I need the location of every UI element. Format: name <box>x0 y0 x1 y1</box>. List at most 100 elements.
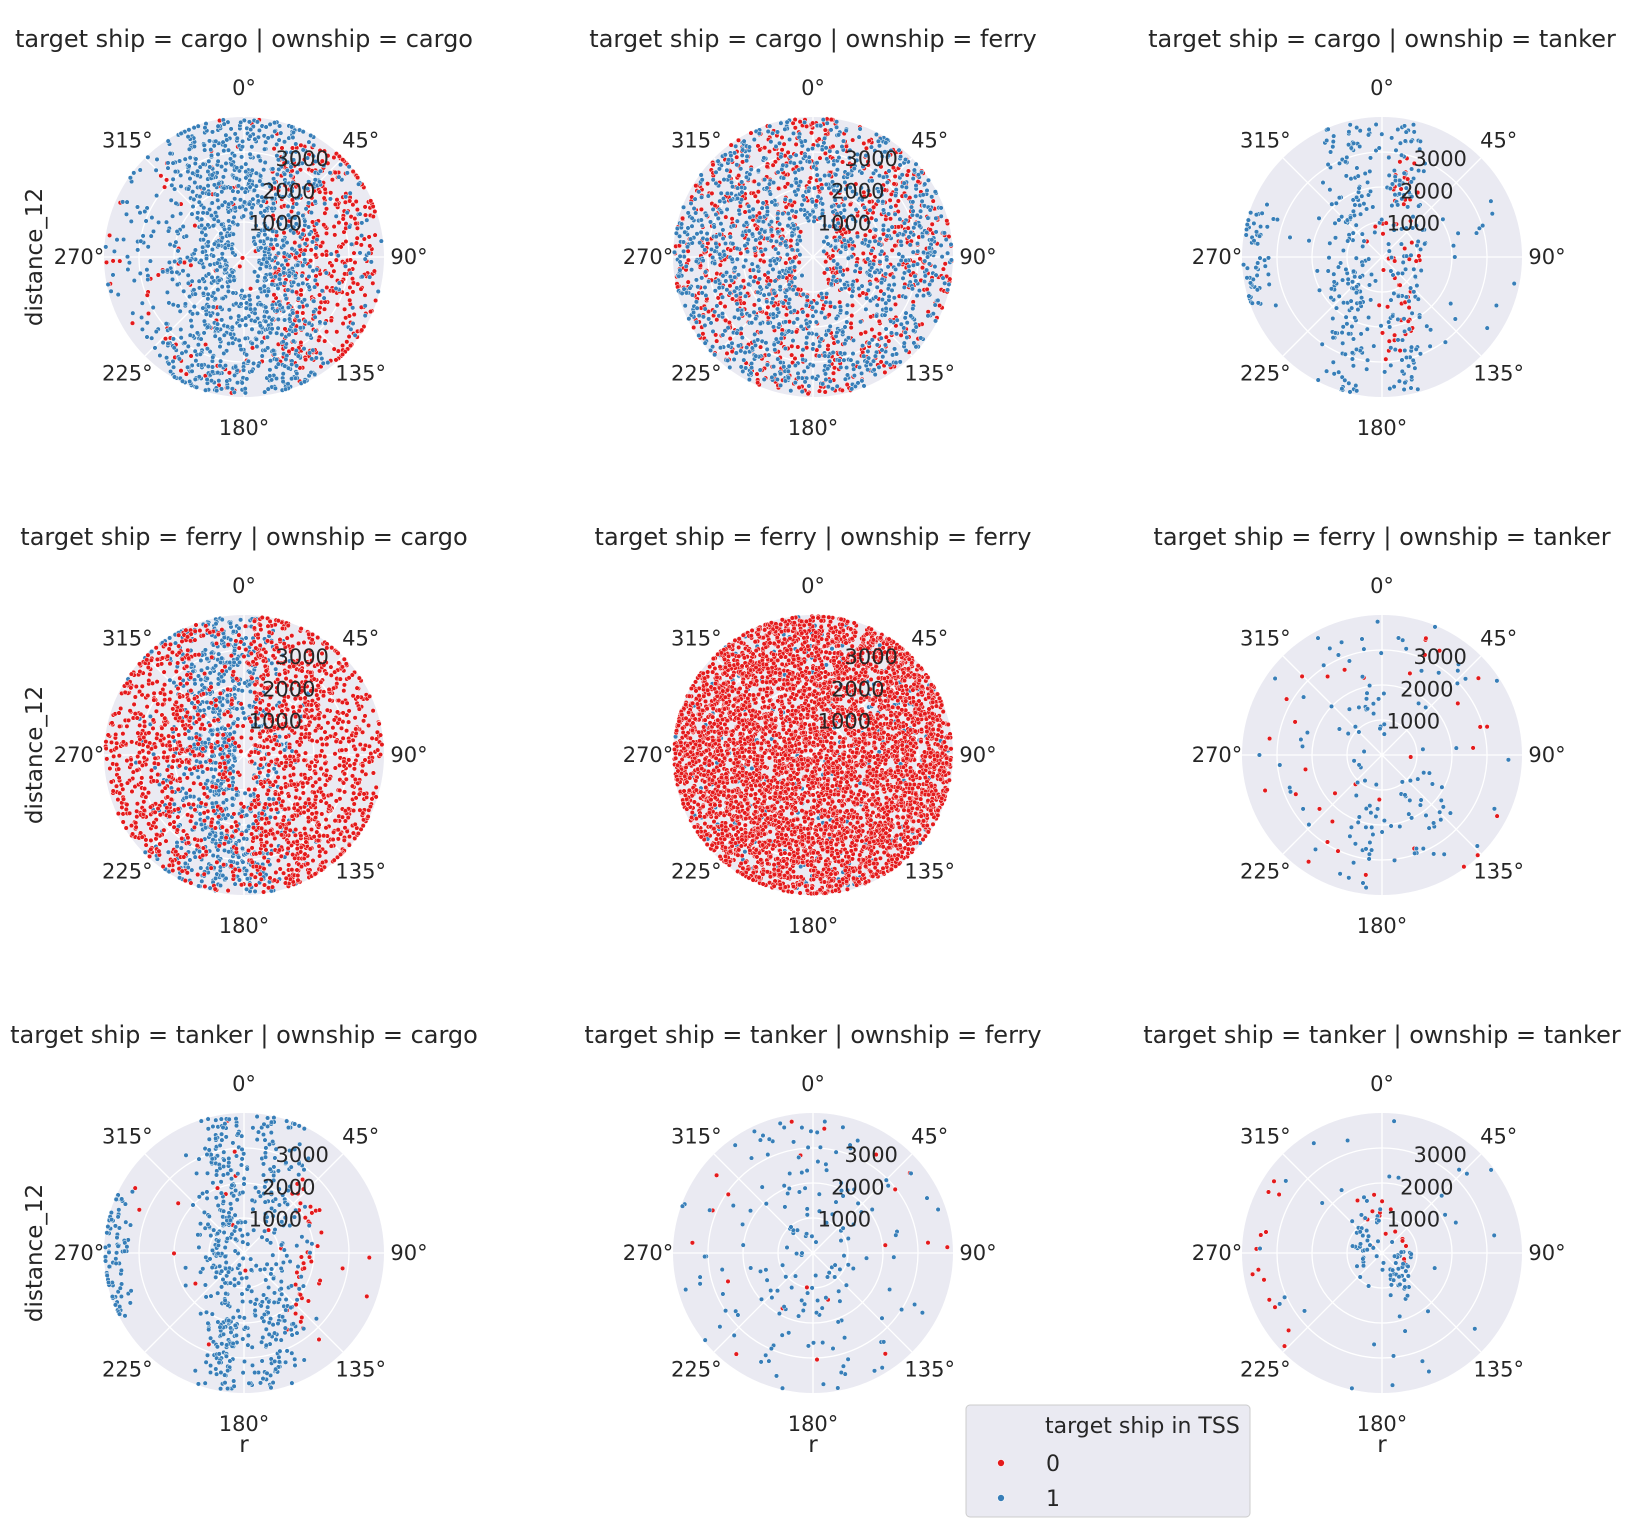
scatter-point-hue-1 <box>828 127 834 133</box>
scatter-point-hue-1 <box>733 143 739 149</box>
scatter-point-hue-1 <box>359 233 365 239</box>
theta-tick-label: 180° <box>219 416 270 440</box>
scatter-point-hue-0 <box>751 302 757 308</box>
scatter-point-hue-1 <box>219 202 225 208</box>
scatter-point-hue-1 <box>178 183 184 189</box>
scatter-point-hue-1 <box>922 181 928 187</box>
scatter-point-hue-1 <box>140 233 146 239</box>
scatter-point-hue-1 <box>231 729 237 735</box>
scatter-point-hue-1 <box>877 236 883 242</box>
scatter-point-hue-1 <box>230 775 236 781</box>
scatter-point-hue-1 <box>307 350 313 356</box>
scatter-point-hue-1 <box>1387 324 1393 330</box>
scatter-point-hue-1 <box>722 240 729 247</box>
scatter-point-hue-1 <box>890 274 897 280</box>
scatter-point-hue-1 <box>749 320 755 326</box>
scatter-point-hue-1 <box>775 210 781 216</box>
scatter-point-hue-0 <box>192 223 198 229</box>
scatter-point-hue-0 <box>797 119 803 125</box>
scatter-point-hue-1 <box>165 165 171 171</box>
scatter-point-hue-1 <box>891 295 897 301</box>
scatter-point-hue-1 <box>262 159 268 166</box>
scatter-point-hue-1 <box>220 295 226 301</box>
scatter-point-hue-1 <box>921 279 928 285</box>
scatter-point-hue-1 <box>778 359 784 365</box>
scatter-point-hue-1 <box>782 196 788 202</box>
scatter-point-hue-1 <box>295 353 301 359</box>
scatter-point-hue-1 <box>375 288 381 295</box>
scatter-point-hue-1 <box>1332 220 1338 226</box>
scatter-point-hue-1 <box>913 278 919 284</box>
scatter-point-hue-1 <box>228 126 234 132</box>
scatter-point-hue-1 <box>1253 229 1260 235</box>
scatter-point-hue-0 <box>344 291 350 297</box>
scatter-point-hue-1 <box>1352 274 1358 280</box>
scatter-point-hue-1 <box>196 374 202 380</box>
scatter-point-hue-1 <box>249 144 255 150</box>
scatter-point-hue-1 <box>715 158 721 164</box>
scatter-point-hue-1 <box>757 214 763 221</box>
scatter-point-hue-1 <box>1406 298 1412 304</box>
scatter-point-hue-1 <box>208 147 214 153</box>
scatter-point-hue-1 <box>199 878 205 884</box>
scatter-point-hue-1 <box>838 249 844 255</box>
scatter-point-hue-1 <box>932 264 938 270</box>
scatter-point-hue-0 <box>895 224 902 230</box>
scatter-point-hue-1 <box>793 180 799 186</box>
scatter-point-hue-1 <box>896 262 902 268</box>
scatter-point-hue-0 <box>680 215 686 221</box>
scatter-point-hue-1 <box>185 169 191 175</box>
scatter-point-hue-0 <box>888 191 894 197</box>
scatter-point-hue-1 <box>849 246 855 252</box>
scatter-point-hue-1 <box>1401 170 1407 176</box>
scatter-point-hue-1 <box>831 274 837 280</box>
scatter-point-hue-1 <box>1387 185 1393 192</box>
scatter-point-hue-1 <box>901 340 907 346</box>
scatter-point-hue-1 <box>686 316 692 322</box>
scatter-point-hue-1 <box>878 335 884 341</box>
scatter-point-hue-1 <box>186 127 192 133</box>
scatter-point-hue-1 <box>153 329 159 335</box>
scatter-point-hue-1 <box>688 200 694 206</box>
scatter-point-hue-1 <box>787 136 793 143</box>
scatter-point-hue-1 <box>734 245 740 252</box>
scatter-point-hue-1 <box>281 270 287 276</box>
scatter-point-hue-0 <box>758 344 764 350</box>
scatter-point-hue-0 <box>279 145 285 151</box>
scatter-point-hue-1 <box>226 209 232 215</box>
scatter-point-hue-1 <box>1244 275 1250 281</box>
scatter-point-hue-1 <box>1402 138 1408 144</box>
scatter-point-hue-1 <box>876 364 882 370</box>
scatter-point-hue-1 <box>262 146 268 152</box>
scatter-point-hue-0 <box>822 150 828 156</box>
scatter-point-hue-0 <box>872 254 878 260</box>
scatter-point-hue-1 <box>703 292 709 299</box>
scatter-point-hue-1 <box>219 221 225 228</box>
scatter-point-hue-1 <box>344 170 350 176</box>
scatter-point-hue-1 <box>192 247 198 253</box>
scatter-point-hue-1 <box>785 375 791 381</box>
scatter-point-hue-0 <box>286 348 292 354</box>
scatter-point-hue-1 <box>190 170 196 176</box>
scatter-point-hue-1 <box>236 313 242 319</box>
scatter-point-hue-1 <box>154 193 160 199</box>
scatter-point-hue-1 <box>1262 263 1268 269</box>
scatter-point-hue-1 <box>1368 297 1374 303</box>
r-tick-label: 2000 <box>1400 179 1453 203</box>
scatter-point-hue-1 <box>792 189 798 195</box>
scatter-point-hue-1 <box>1359 231 1365 237</box>
scatter-point-hue-0 <box>317 292 323 298</box>
scatter-point-hue-1 <box>208 378 215 384</box>
scatter-point-hue-1 <box>368 259 374 265</box>
scatter-point-hue-1 <box>729 277 735 284</box>
scatter-point-hue-1 <box>761 155 767 161</box>
scatter-point-hue-1 <box>215 287 221 293</box>
scatter-point-hue-1 <box>738 326 744 332</box>
scatter-point-hue-1 <box>1406 363 1412 369</box>
scatter-point-hue-1 <box>787 198 793 204</box>
scatter-point-hue-1 <box>242 390 248 396</box>
scatter-point-hue-1 <box>222 143 228 149</box>
scatter-point-hue-1 <box>948 241 954 248</box>
scatter-point-hue-1 <box>920 234 926 240</box>
scatter-point-hue-1 <box>927 207 933 213</box>
